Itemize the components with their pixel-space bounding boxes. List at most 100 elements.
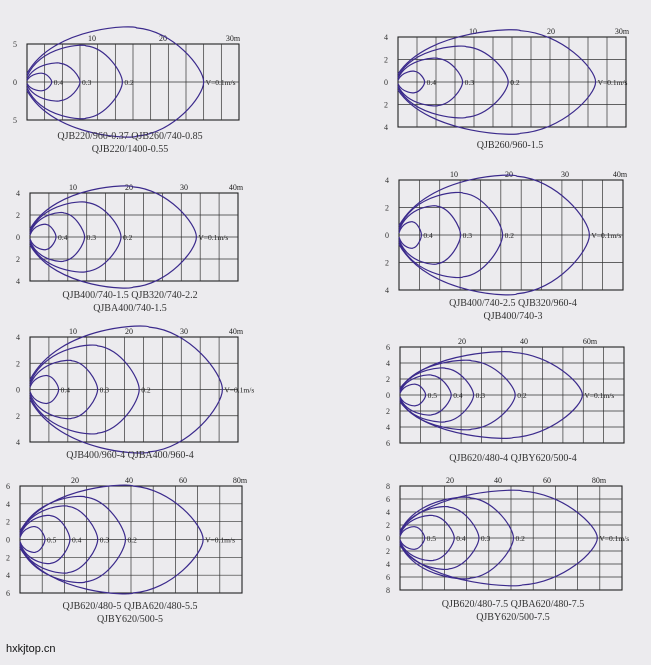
contour-0.5 <box>399 526 426 550</box>
x-tick-label: 20 <box>71 476 79 485</box>
contour-label: V=0.1m/s <box>205 536 235 545</box>
x-tick-label: 40m <box>613 170 628 179</box>
contour-label: 0.4 <box>61 386 71 395</box>
y-tick-label: 2 <box>6 553 10 562</box>
x-tick-label: 30m <box>226 34 241 43</box>
y-tick-label: 5 <box>13 116 17 125</box>
y-tick-label: 0 <box>386 534 390 543</box>
contour-0.4 <box>398 221 423 249</box>
y-tick-label: 4 <box>16 438 20 447</box>
y-tick-label: 0 <box>6 536 10 545</box>
y-tick-label: 6 <box>386 439 390 448</box>
x-tick-label: 30 <box>561 170 569 179</box>
x-tick-label: 60 <box>179 476 187 485</box>
chart-caption: QJB620/480-7.5 QJBA620/480-7.5 QJBY620/50… <box>383 598 643 624</box>
contour-0.3 <box>399 505 480 571</box>
x-tick-label: 10 <box>69 183 77 192</box>
y-tick-label: 2 <box>16 211 20 220</box>
caption-line: QJB220/960-0.37 QJB260/740-0.85 <box>57 131 203 142</box>
contour-0.3 <box>29 359 99 420</box>
x-tick-label: 10 <box>469 27 477 36</box>
contour-V=0.1m/s <box>397 29 597 135</box>
contour-label: V=0.1m/s <box>206 78 236 87</box>
contour-label: 0.4 <box>456 534 466 543</box>
y-tick-label: 2 <box>16 412 20 421</box>
contour-label: 0.4 <box>423 231 433 240</box>
contour-0.3 <box>26 62 81 102</box>
contour-label: 0.3 <box>100 386 110 395</box>
caption-line: QJB400/960-4 QJBA400/960-4 <box>66 450 194 461</box>
contour-label: 0.3 <box>82 78 92 87</box>
y-tick-label: 4 <box>386 359 390 368</box>
y-tick-label: 0 <box>13 78 17 87</box>
x-tick-label: 30 <box>180 183 188 192</box>
contour-0.4 <box>29 223 57 251</box>
contour-V=0.1m/s <box>19 484 204 595</box>
chart-caption: QJB260/960-1.5 <box>380 139 640 152</box>
contour-label: 0.4 <box>72 536 82 545</box>
y-tick-label: 6 <box>386 495 390 504</box>
contour-label: 0.4 <box>453 391 463 400</box>
y-tick-label: 2 <box>385 259 389 268</box>
y-tick-label: 6 <box>6 482 10 491</box>
y-tick-label: 6 <box>386 343 390 352</box>
x-tick-label: 40 <box>520 337 528 346</box>
contour-label: 0.2 <box>510 78 520 87</box>
x-tick-label: 20 <box>159 34 167 43</box>
contour-0.2 <box>29 201 122 273</box>
y-tick-label: 2 <box>386 521 390 530</box>
site-watermark: hxkjtop.cn <box>6 643 56 655</box>
y-tick-label: 4 <box>386 508 390 517</box>
contour-label: 0.2 <box>124 78 134 87</box>
contour-label: 0.5 <box>427 534 437 543</box>
y-tick-label: 2 <box>386 547 390 556</box>
caption-line: QJB620/480-5 QJBA620/480-5.5 <box>62 601 198 612</box>
chart-caption: QJB620/480-4 QJBY620/500-4 <box>383 452 643 465</box>
chart-caption: QJB620/480-5 QJBA620/480-5.5 QJBY620/500-… <box>0 600 260 626</box>
y-tick-label: 2 <box>384 56 388 65</box>
x-tick-label: 40m <box>229 183 244 192</box>
x-tick-label: 10 <box>88 34 96 43</box>
contour-label: V=0.1m/s <box>198 233 228 242</box>
x-tick-label: 20 <box>125 183 133 192</box>
contour-0.5 <box>399 383 427 407</box>
contour-label: V=0.1m/s <box>591 231 621 240</box>
chart-1: 5 0 5 10 20 30m 0.4 0.3 0.2 V=0.1m/s <box>13 26 241 138</box>
y-tick-label: 6 <box>6 589 10 598</box>
contour-label: 0.2 <box>141 386 151 395</box>
y-tick-label: 4 <box>16 333 20 342</box>
contour-label: 0.2 <box>505 231 515 240</box>
x-tick-label: 40 <box>125 476 133 485</box>
chart-caption: QJB400/740-1.5 QJB320/740-2.2 QJBA400/740… <box>0 289 260 315</box>
caption-line: QJB620/480-7.5 QJBA620/480-7.5 <box>441 599 585 610</box>
contour-0.2 <box>29 344 140 435</box>
contour-V=0.1m/s <box>398 174 591 296</box>
contour-label: 0.5 <box>47 536 57 545</box>
y-tick-label: 4 <box>384 33 388 42</box>
contour-0.3 <box>29 211 86 263</box>
contour-0.4 <box>26 72 53 92</box>
y-tick-label: 0 <box>385 231 389 240</box>
contour-V=0.1m/s <box>26 26 205 138</box>
x-tick-label: 20 <box>505 170 513 179</box>
contour-V=0.1m/s <box>29 185 198 289</box>
contour-0.4 <box>399 374 452 416</box>
x-tick-label: 80m <box>233 476 248 485</box>
contour-label: 0.2 <box>515 534 525 543</box>
y-tick-label: 0 <box>16 386 20 395</box>
caption-line: QJB220/1400-0.55 <box>91 144 169 155</box>
y-tick-label: 2 <box>386 375 390 384</box>
x-tick-label: 30 <box>180 327 188 336</box>
contour-label: 0.3 <box>481 534 491 543</box>
y-tick-label: 4 <box>6 571 10 580</box>
contour-label: 0.4 <box>427 78 437 87</box>
y-tick-label: 4 <box>385 176 389 185</box>
x-tick-label: 60m <box>583 337 598 346</box>
y-tick-label: 4 <box>16 189 20 198</box>
caption-line: QJBY620/500-7.5 <box>476 612 550 623</box>
y-tick-label: 4 <box>16 277 20 286</box>
x-tick-label: 40 <box>494 476 502 485</box>
contour-0.2 <box>398 191 504 279</box>
